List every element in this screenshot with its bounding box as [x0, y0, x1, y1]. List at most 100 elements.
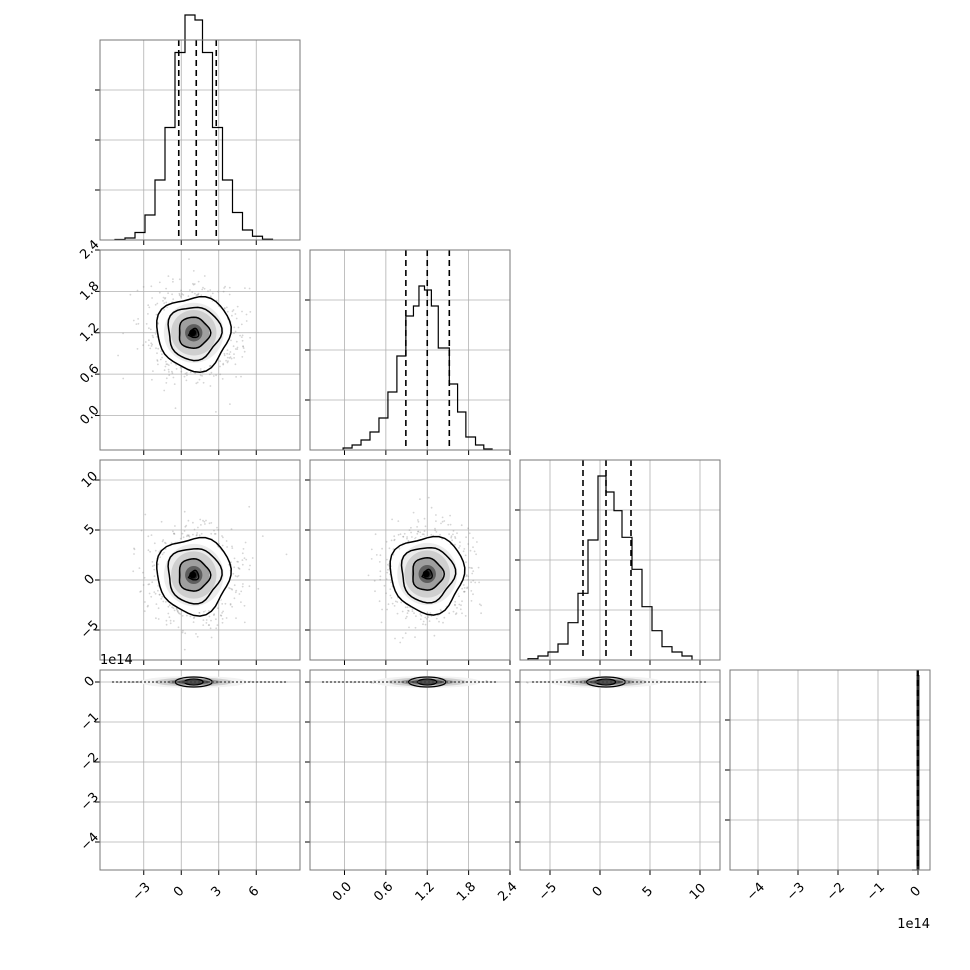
sample-point: [220, 614, 223, 617]
sample-point: [230, 528, 233, 530]
sample-point: [221, 603, 224, 605]
sample-point: [417, 530, 420, 533]
sample-point: [178, 278, 181, 281]
sample-point: [179, 537, 182, 540]
sample-point: [156, 352, 158, 355]
sample-point: [245, 320, 248, 322]
sample-point: [169, 619, 172, 622]
sample-point: [467, 575, 470, 578]
sample-point: [385, 592, 387, 595]
sample-point: [370, 548, 373, 551]
sample-point: [470, 600, 473, 602]
sample-point: [215, 627, 218, 630]
sample-point: [221, 612, 224, 614]
sample-point: [181, 631, 184, 634]
sample-point: [476, 541, 478, 543]
sample-point: [420, 614, 423, 617]
sample-point: [213, 614, 215, 616]
sample-point: [185, 524, 188, 527]
sample-point: [177, 626, 180, 629]
sample-point: [430, 506, 433, 509]
sample-point: [379, 554, 382, 557]
sample-point: [452, 530, 455, 532]
sample-point: [197, 292, 200, 295]
sample-point: [242, 583, 244, 585]
x-tick-label: −3: [130, 880, 154, 904]
sample-point: [168, 616, 171, 619]
sample-point: [165, 360, 167, 363]
sample-point: [478, 581, 480, 584]
sample-point: [202, 286, 204, 289]
sample-point: [411, 536, 413, 538]
sample-point: [243, 604, 246, 607]
sample-point: [397, 533, 400, 536]
y-offset-label: 1e14: [100, 653, 133, 668]
sample-point: [165, 301, 168, 304]
sample-point: [151, 297, 154, 299]
sample-point: [216, 526, 218, 529]
sample-point: [224, 285, 227, 288]
sample-point: [426, 618, 428, 620]
sample-point: [455, 612, 458, 615]
sample-point: [390, 597, 393, 599]
sample-point: [165, 601, 167, 603]
sample-point: [430, 533, 433, 536]
sample-point: [150, 345, 153, 347]
sample-point: [393, 605, 396, 607]
sample-point: [389, 594, 392, 597]
sample-point: [155, 313, 158, 316]
sample-point: [443, 520, 446, 522]
sample-point: [187, 295, 190, 298]
sample-point: [223, 354, 226, 357]
sample-point: [156, 302, 159, 305]
sample-point: [245, 558, 248, 561]
sample-point: [202, 624, 205, 626]
sample-point: [208, 624, 211, 626]
sample-point: [417, 519, 419, 521]
sample-point: [197, 293, 200, 296]
sample-point: [172, 280, 174, 283]
y-tick-label: −1: [78, 710, 102, 734]
sample-point: [378, 600, 381, 603]
sample-point: [183, 510, 186, 513]
sample-point: [379, 575, 382, 578]
sample-point: [232, 309, 235, 311]
sample-point: [167, 368, 170, 371]
sample-point: [389, 588, 392, 590]
sample-point: [173, 532, 175, 535]
sample-point: [200, 294, 203, 297]
y-tick-label: −4: [78, 830, 102, 854]
sample-point: [161, 595, 164, 598]
y-tick-label: 5: [82, 522, 98, 538]
sample-point: [228, 353, 231, 355]
sample-point: [157, 607, 160, 610]
sample-point: [165, 382, 168, 384]
sample-point: [223, 287, 226, 289]
sample-point: [164, 541, 166, 544]
panel-content: [525, 676, 708, 688]
sample-point: [167, 612, 170, 615]
panel-content: [322, 676, 498, 688]
sample-point: [471, 567, 473, 569]
sample-point: [191, 291, 194, 294]
sample-point: [237, 561, 240, 563]
sample-point: [210, 371, 213, 374]
sample-point: [242, 345, 245, 347]
sample-point: [133, 681, 136, 683]
sample-point: [391, 602, 394, 605]
sample-point: [414, 636, 416, 638]
sample-point: [463, 591, 465, 593]
sample-point: [181, 614, 184, 617]
sample-point: [456, 532, 458, 535]
sample-point: [367, 574, 370, 577]
sample-point: [226, 349, 229, 351]
sample-point: [251, 557, 254, 559]
sample-point: [152, 370, 154, 372]
sample-point: [167, 605, 170, 608]
sample-point: [241, 563, 244, 566]
sample-point: [236, 346, 239, 349]
contour-line: [167, 306, 223, 362]
sample-point: [219, 365, 221, 368]
sample-point: [221, 535, 223, 537]
sample-point: [205, 622, 208, 624]
